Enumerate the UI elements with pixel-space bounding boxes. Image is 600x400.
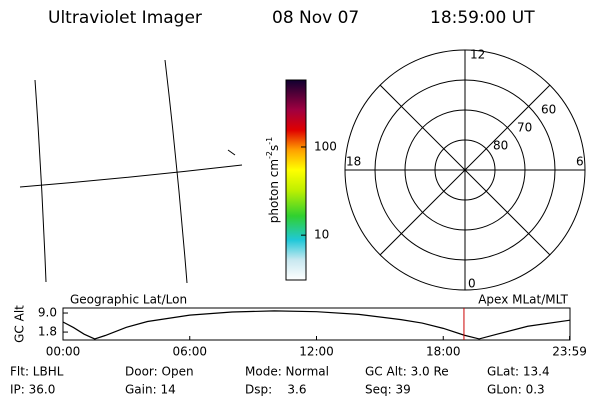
polar-hour-label: 6 xyxy=(576,155,584,169)
polar-hour-label: 18 xyxy=(346,155,361,169)
status-field: IP: 36.0 xyxy=(10,383,55,397)
polar-circle-label: 80 xyxy=(493,139,508,153)
orbit-x-tick-label: 06:00 xyxy=(172,345,207,359)
colorbar xyxy=(285,79,307,281)
polar-hour-label: 12 xyxy=(470,48,485,62)
orbit-x-tick-label: 23:59 xyxy=(552,345,587,359)
status-field: Flt: LBHL xyxy=(10,365,64,379)
orbit-right-label: Apex MLat/MLT xyxy=(478,293,568,307)
orbit-y-label: GC Alt xyxy=(13,305,27,343)
polar-plot xyxy=(345,50,585,290)
orbit-x-tick-label: 00:00 xyxy=(46,345,81,359)
orbit-left-label: Geographic Lat/Lon xyxy=(70,293,187,307)
status-field: Gain: 14 xyxy=(125,383,176,397)
status-field: Dsp: 3.6 xyxy=(245,383,307,397)
status-field: GC Alt: 3.0 Re xyxy=(365,365,449,379)
polar-circle xyxy=(404,109,526,231)
status-field: Mode: Normal xyxy=(245,365,329,379)
title: Ultraviolet Imager xyxy=(48,8,202,28)
map-grid xyxy=(19,59,243,284)
polar-hour-label: 0 xyxy=(468,277,476,291)
orbit-y-tick-label: 9.0 xyxy=(38,306,57,320)
orbit-altitude-line xyxy=(62,310,571,340)
polar-circle xyxy=(374,79,556,261)
status-field: Seq: 39 xyxy=(365,383,411,397)
colorbar-tick-label: 10 xyxy=(314,228,329,242)
orbit-y-tick-label: 1.8 xyxy=(38,325,57,339)
colorbar-tick-label: 100 xyxy=(314,139,337,153)
date: 08 Nov 07 xyxy=(272,8,359,28)
colorbar-label: photon cm-2s-1 xyxy=(265,137,281,224)
time: 18:59:00 UT xyxy=(430,8,535,28)
status-field: GLon: 0.3 xyxy=(487,383,545,397)
orbit-x-tick-label: 18:00 xyxy=(426,345,461,359)
polar-circle xyxy=(434,139,496,201)
status-field: Door: Open xyxy=(125,365,194,379)
polar-circle-label: 60 xyxy=(541,103,556,117)
polar-outer xyxy=(344,49,586,291)
status-field: GLat: 13.4 xyxy=(487,365,550,379)
polar-circle-label: 70 xyxy=(517,121,532,135)
orbit-x-tick-label: 12:00 xyxy=(299,345,334,359)
